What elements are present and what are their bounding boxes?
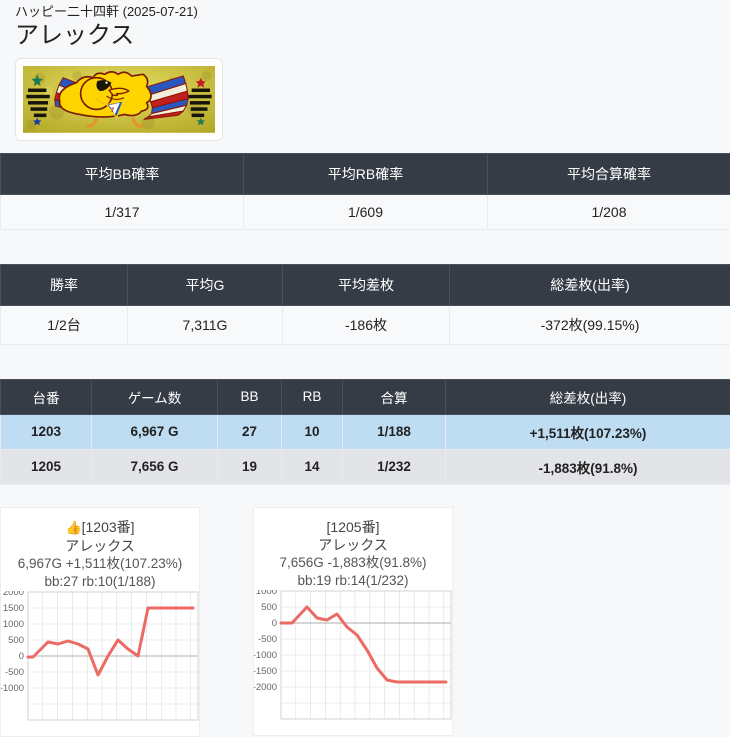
svg-text:7: 7 — [111, 107, 115, 114]
svg-text:-1000: -1000 — [254, 650, 277, 661]
svg-text:-1000: -1000 — [1, 683, 24, 694]
svg-text:-2000: -2000 — [254, 682, 277, 693]
svg-text:500: 500 — [261, 602, 277, 613]
svg-text:0: 0 — [19, 651, 24, 662]
svg-text:2000: 2000 — [3, 591, 24, 598]
svg-text:-500: -500 — [258, 634, 277, 645]
svg-text:500: 500 — [8, 635, 24, 646]
svg-text:0: 0 — [272, 618, 277, 629]
svg-text:-500: -500 — [5, 667, 24, 678]
svg-text:1500: 1500 — [3, 603, 24, 614]
svg-text:1000: 1000 — [3, 619, 24, 630]
svg-text:1000: 1000 — [256, 590, 277, 597]
svg-text:-1500: -1500 — [254, 666, 277, 677]
